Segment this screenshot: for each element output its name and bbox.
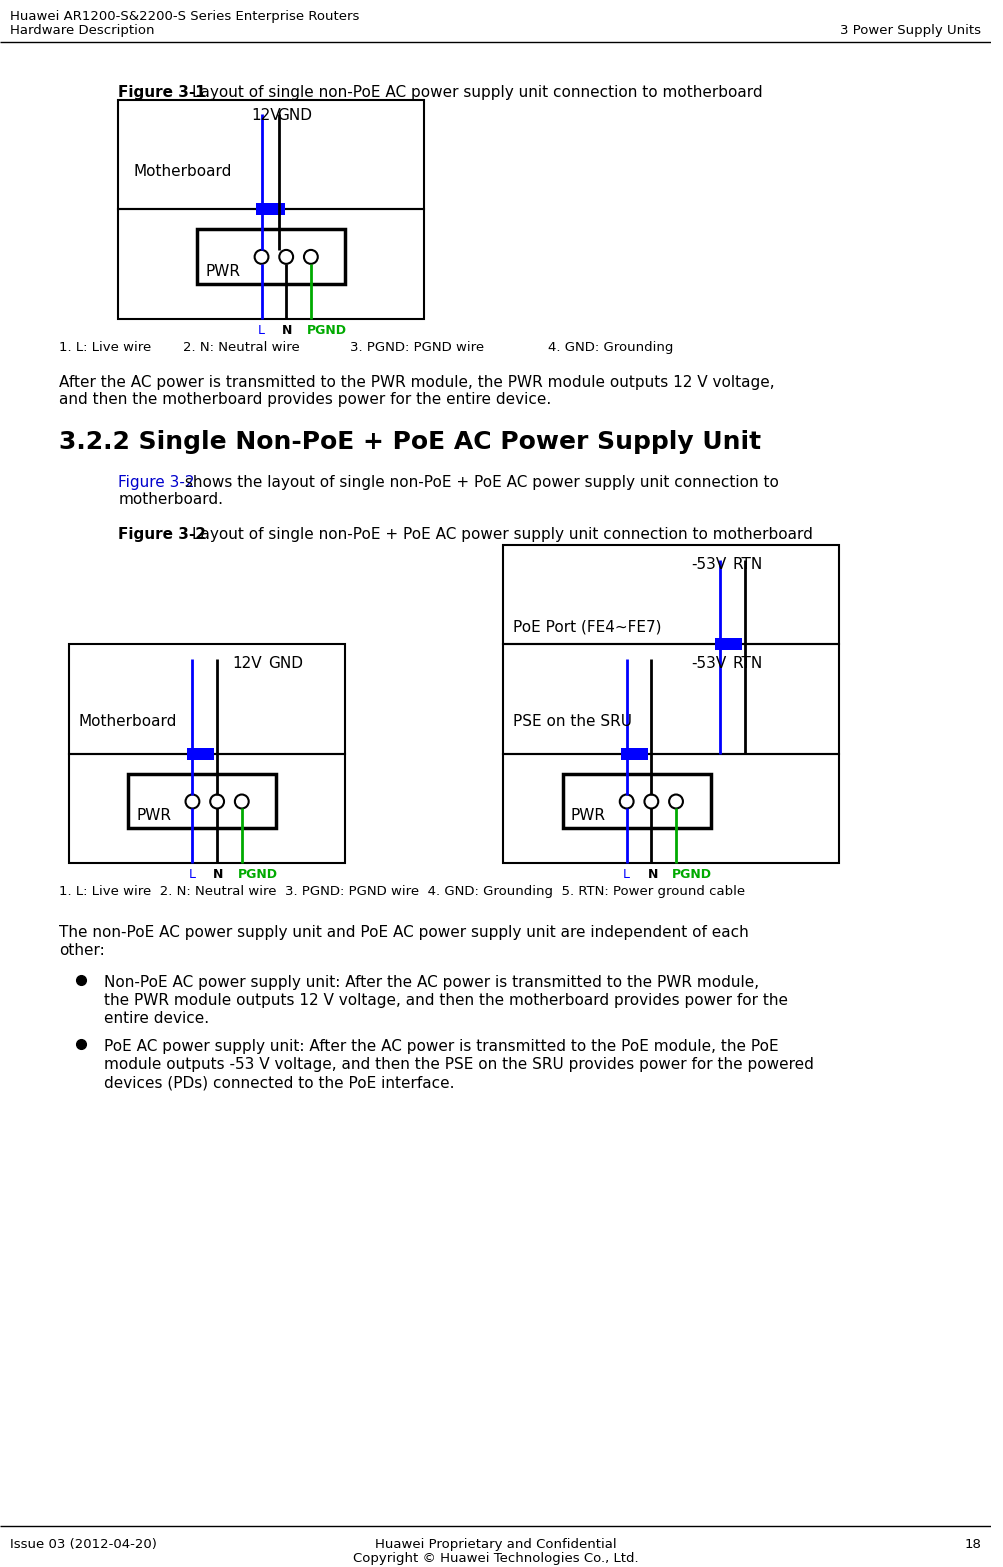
Text: module outputs -53 V voltage, and then the PSE on the SRU provides power for the: module outputs -53 V voltage, and then t…: [103, 1058, 812, 1072]
Text: PWR: PWR: [205, 263, 240, 279]
Text: Copyright © Huawei Technologies Co., Ltd.: Copyright © Huawei Technologies Co., Ltd…: [352, 1553, 638, 1565]
Text: 2. N: Neutral wire: 2. N: Neutral wire: [183, 340, 299, 354]
Text: 3. PGND: PGND wire: 3. PGND: PGND wire: [350, 340, 484, 354]
Bar: [198, 229, 345, 284]
Text: entire device.: entire device.: [103, 1011, 209, 1025]
Bar: [128, 774, 276, 829]
Bar: [118, 208, 424, 318]
Bar: [620, 747, 648, 760]
Text: PGND: PGND: [671, 868, 711, 881]
Text: RTN: RTN: [731, 657, 761, 671]
Text: 4. GND: Grounding: 4. GND: Grounding: [548, 340, 672, 354]
Bar: [562, 774, 710, 829]
Text: PWR: PWR: [136, 809, 172, 823]
Text: PoE AC power supply unit: After the AC power is transmitted to the PoE module, t: PoE AC power supply unit: After the AC p…: [103, 1039, 777, 1055]
Text: L: L: [258, 323, 265, 337]
Bar: [503, 644, 839, 754]
Text: other:: other:: [59, 943, 105, 957]
Text: PGND: PGND: [307, 323, 347, 337]
Text: 12V: 12V: [232, 657, 262, 671]
Text: N: N: [213, 868, 224, 881]
Text: Hardware Description: Hardware Description: [10, 24, 154, 38]
Bar: [714, 638, 741, 650]
Text: Layout of single non-PoE + PoE AC power supply unit connection to motherboard: Layout of single non-PoE + PoE AC power …: [193, 527, 812, 542]
Text: RTN: RTN: [731, 556, 761, 572]
Bar: [256, 204, 285, 215]
Text: Figure 3-2: Figure 3-2: [118, 475, 195, 490]
Text: 3.2.2 Single Non-PoE + PoE AC Power Supply Unit: 3.2.2 Single Non-PoE + PoE AC Power Supp…: [59, 429, 760, 454]
Text: 18: 18: [963, 1539, 980, 1551]
Bar: [118, 100, 424, 208]
Text: 3 Power Supply Units: 3 Power Supply Units: [840, 24, 980, 38]
Bar: [69, 754, 345, 863]
Text: Layout of single non-PoE AC power supply unit connection to motherboard: Layout of single non-PoE AC power supply…: [193, 85, 762, 100]
Text: Figure 3-1: Figure 3-1: [118, 85, 212, 100]
Bar: [69, 644, 345, 754]
Bar: [503, 754, 839, 863]
Text: 1. L: Live wire  2. N: Neutral wire  3. PGND: PGND wire  4. GND: Grounding  5. R: 1. L: Live wire 2. N: Neutral wire 3. PG…: [59, 885, 744, 898]
Text: GND: GND: [268, 657, 303, 671]
Bar: [187, 747, 214, 760]
Text: shows the layout of single non-PoE + PoE AC power supply unit connection to: shows the layout of single non-PoE + PoE…: [180, 475, 777, 490]
Text: devices (PDs) connected to the PoE interface.: devices (PDs) connected to the PoE inter…: [103, 1075, 453, 1091]
Text: PSE on the SRU: PSE on the SRU: [513, 715, 632, 729]
Text: Figure 3-2: Figure 3-2: [118, 527, 212, 542]
Text: Motherboard: Motherboard: [79, 715, 178, 729]
Text: N: N: [282, 323, 292, 337]
Text: motherboard.: motherboard.: [118, 492, 224, 506]
Text: N: N: [647, 868, 657, 881]
Text: The non-PoE AC power supply unit and PoE AC power supply unit are independent of: The non-PoE AC power supply unit and PoE…: [59, 925, 748, 940]
Text: 12V: 12V: [252, 108, 281, 122]
Text: PWR: PWR: [570, 809, 605, 823]
Text: the PWR module outputs 12 V voltage, and then the motherboard provides power for: the PWR module outputs 12 V voltage, and…: [103, 992, 786, 1008]
Text: PGND: PGND: [238, 868, 278, 881]
Text: L: L: [189, 868, 196, 881]
Text: PoE Port (FE4~FE7): PoE Port (FE4~FE7): [513, 619, 661, 635]
Text: Motherboard: Motherboard: [133, 165, 232, 179]
Text: Non-PoE AC power supply unit: After the AC power is transmitted to the PWR modul: Non-PoE AC power supply unit: After the …: [103, 975, 758, 990]
Text: Issue 03 (2012-04-20): Issue 03 (2012-04-20): [10, 1539, 156, 1551]
Text: Huawei AR1200-S&2200-S Series Enterprise Routers: Huawei AR1200-S&2200-S Series Enterprise…: [10, 9, 359, 24]
Text: and then the motherboard provides power for the entire device.: and then the motherboard provides power …: [59, 392, 551, 407]
Text: -53V: -53V: [690, 657, 725, 671]
Text: -53V: -53V: [690, 556, 725, 572]
Text: 1. L: Live wire: 1. L: Live wire: [59, 340, 151, 354]
Text: Huawei Proprietary and Confidential: Huawei Proprietary and Confidential: [374, 1539, 616, 1551]
Text: GND: GND: [277, 108, 312, 122]
Bar: [503, 545, 839, 644]
Text: L: L: [622, 868, 629, 881]
Text: After the AC power is transmitted to the PWR module, the PWR module outputs 12 V: After the AC power is transmitted to the…: [59, 376, 774, 390]
